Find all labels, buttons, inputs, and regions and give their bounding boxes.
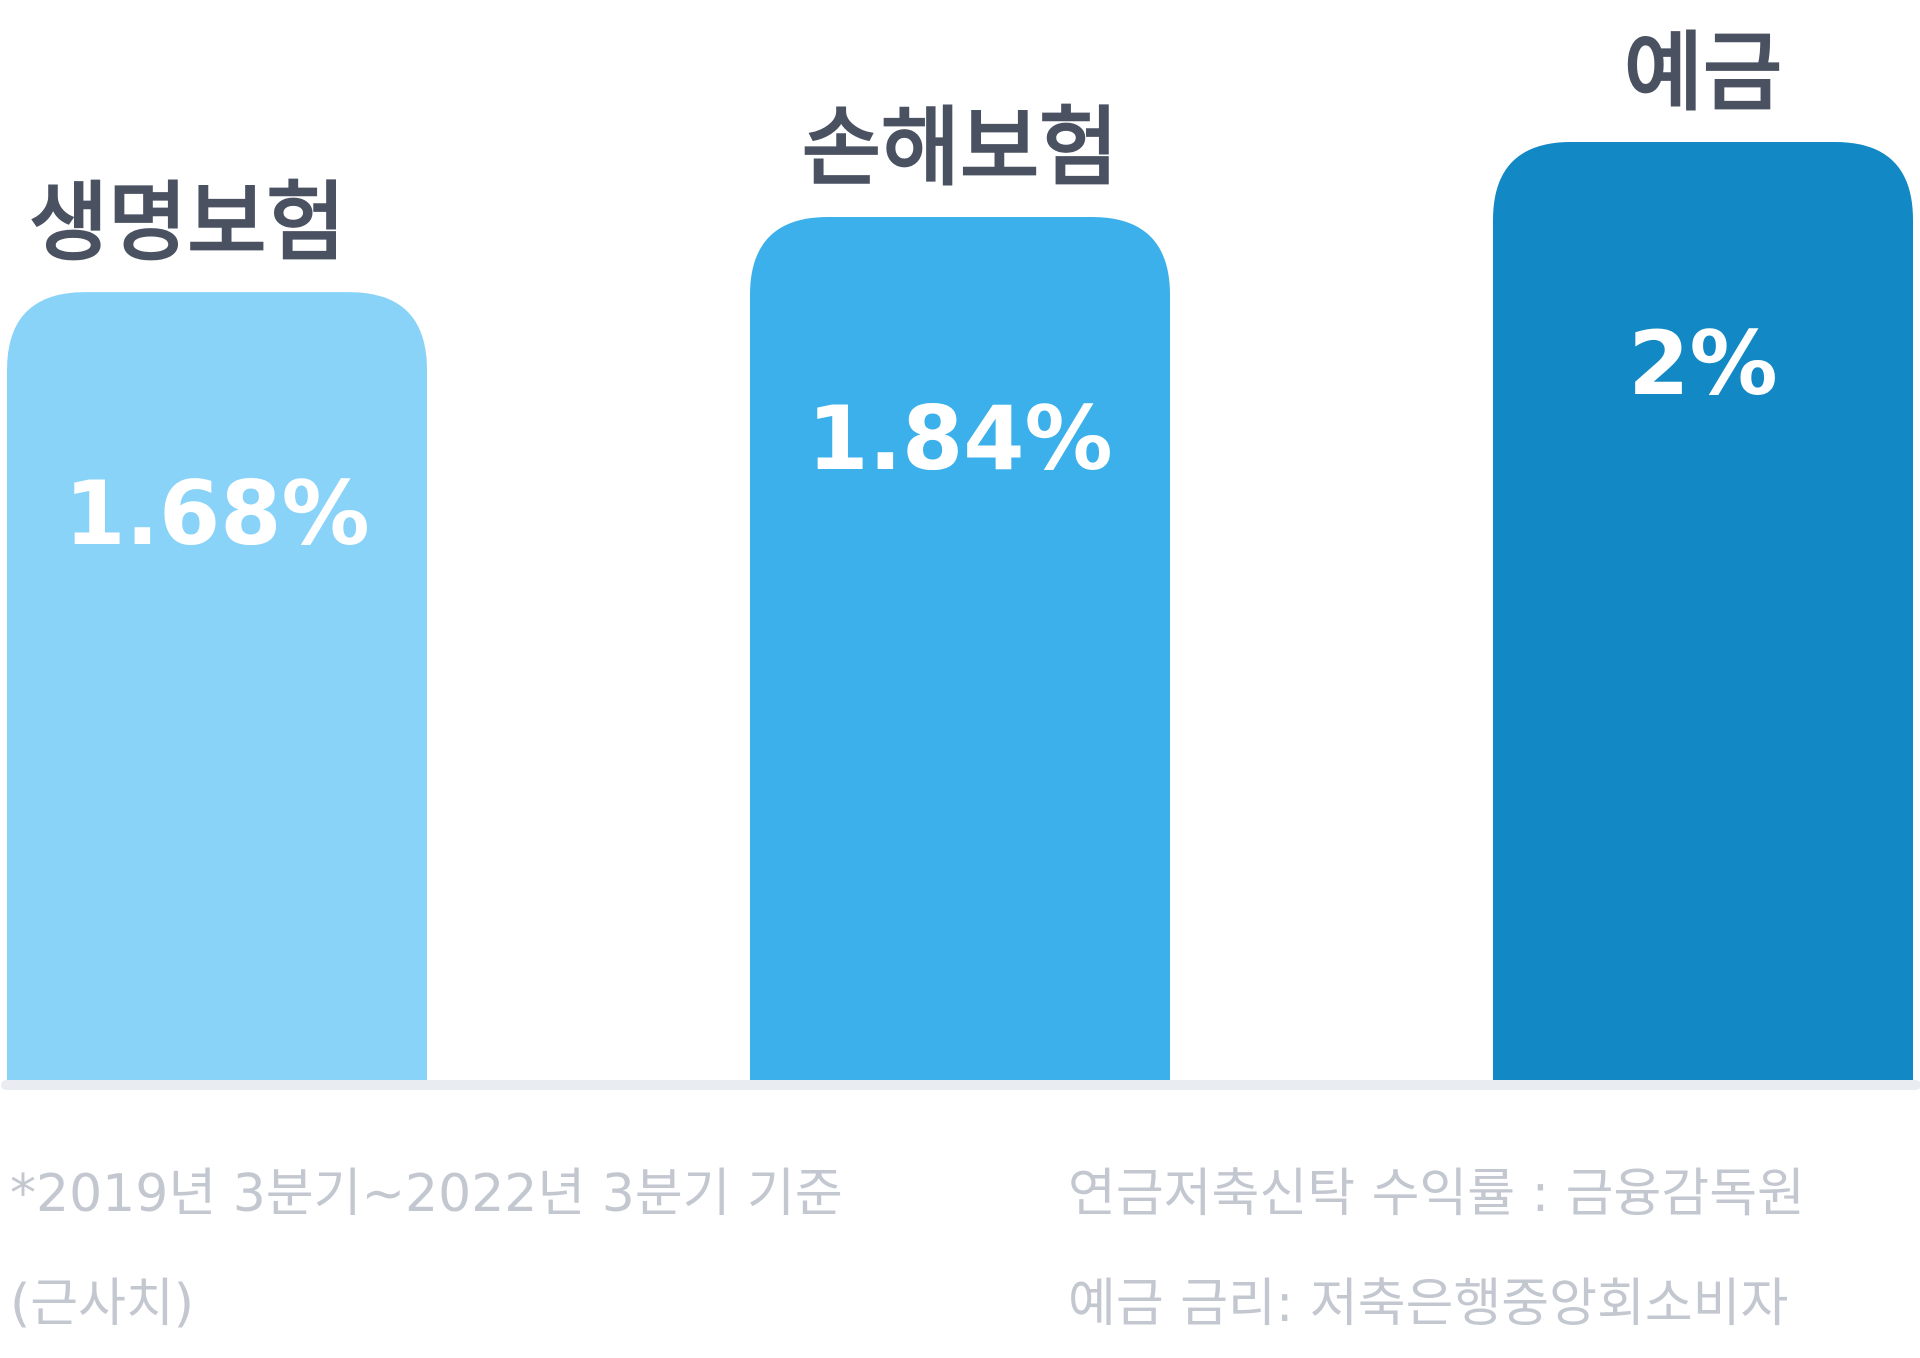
value-label-2: 1.84% <box>807 387 1112 490</box>
category-label-1: 생명보험 <box>29 173 345 273</box>
bar-2 <box>750 217 1170 1081</box>
footnote-source-deposit: 예금 금리: 저축은행중앙회소비자 <box>1068 1274 1789 1334</box>
footnote-period: *2019년 3분기~2022년 3분기 기준 <box>10 1164 843 1224</box>
footnote-source-trust: 연금저축신탁 수익률 : 금융감독원 <box>1068 1164 1805 1224</box>
bar-1 <box>7 292 427 1081</box>
category-label-3: 예금 <box>1624 23 1782 123</box>
value-label-1: 1.68% <box>64 462 369 565</box>
value-label-3: 2% <box>1628 312 1777 415</box>
footnote-approx: (근사치) <box>10 1274 195 1334</box>
labels-layer: 생명보험 1.68% 손해보험 1.84% 예금 2% <box>29 23 1782 565</box>
category-label-2: 손해보험 <box>802 98 1118 198</box>
bars-layer <box>7 142 1913 1081</box>
bar-3 <box>1493 142 1913 1080</box>
bar-chart: 생명보험 1.68% 손해보험 1.84% 예금 2% <box>1 23 1920 1090</box>
